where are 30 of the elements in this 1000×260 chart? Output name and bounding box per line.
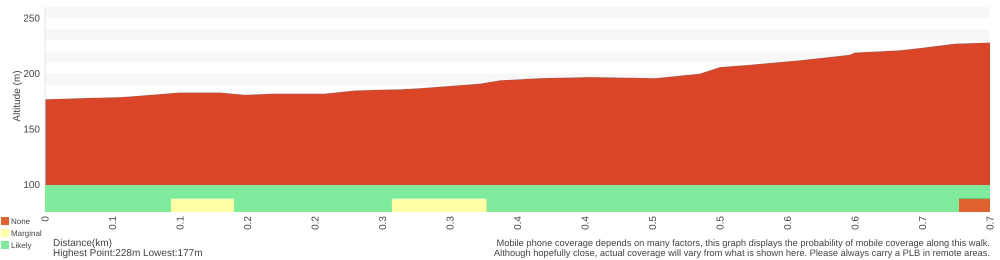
y-axis-title: Altitude (m) [12,70,23,122]
legend-label: Marginal [11,229,42,238]
x-tick-label: 0.4 [513,216,524,230]
legend-label: Likely [11,241,32,250]
y-tick-label: 250 [23,13,40,24]
x-tick-label: 0.2 [243,216,254,230]
x-axis-title: Distance(km) [53,238,112,249]
x-tick-label: 0 [40,216,52,222]
x-tick-label: 0.2 [310,216,322,230]
bar [392,198,486,212]
text: Mobile phone coverage depends on many factors, this graph displays the probability of mobile coverage along this walk. [496,238,990,248]
x-tick-label: 0.6 [850,216,862,230]
legend-label: None [11,217,31,226]
x-tick-label: 0.5 [716,216,726,230]
x-tick-label: 0.6 [783,216,794,230]
x-tick-label: 0.3 [378,216,389,230]
text: Highest Point:228m Lowest:177m [53,248,203,259]
bar [170,198,234,212]
x-tick-label: 0.7 [986,216,996,230]
x-tick-label: 0.3 [446,216,456,230]
text: Although hopefully close, actual coverage will vary from what is shown here. Please always carry a PLB in remote areas. [494,248,990,258]
x-tick-label: 0.7 [918,216,929,230]
x-tick-label: 0.4 [580,216,592,230]
bar [958,198,990,212]
y-tick-label: 200 [23,68,40,80]
x-tick-label: 0.1 [176,216,186,230]
y-tick-label: 100 [23,180,40,192]
x-tick-label: 0.1 [108,216,119,230]
y-tick-label: 150 [23,124,40,136]
x-tick-label: 0.5 [648,216,659,230]
